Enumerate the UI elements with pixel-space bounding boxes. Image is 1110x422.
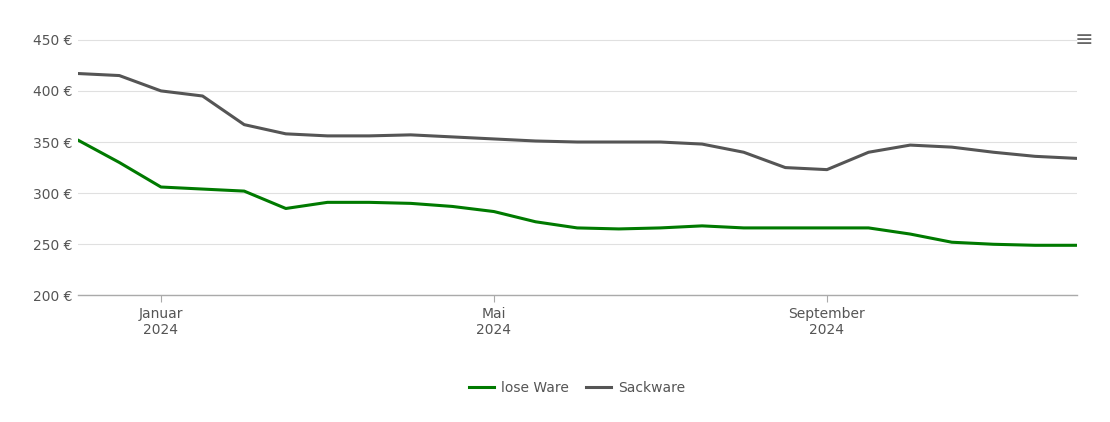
Text: ≡: ≡ — [1074, 30, 1093, 49]
Legend: lose Ware, Sackware: lose Ware, Sackware — [464, 375, 690, 400]
